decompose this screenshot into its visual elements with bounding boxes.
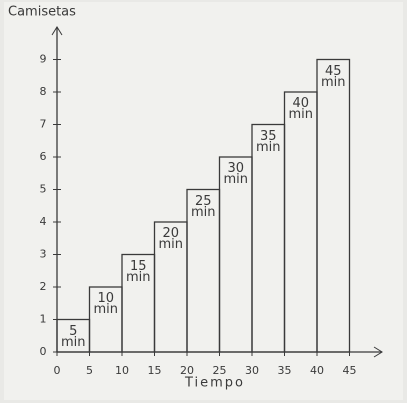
y-tick-label: 4 bbox=[40, 215, 47, 228]
x-arrow bbox=[373, 346, 383, 358]
y-tick-label: 6 bbox=[40, 150, 47, 163]
y-axis-title: Camisetas bbox=[8, 5, 76, 20]
y-arrow bbox=[51, 26, 63, 36]
bar-label: 20 min bbox=[158, 226, 183, 252]
y-tick-label: 2 bbox=[40, 280, 47, 293]
x-tick-label: 15 bbox=[148, 364, 162, 377]
bar-label: 15 min bbox=[125, 258, 151, 285]
bar-label: 30 min bbox=[223, 161, 248, 187]
x-tick-label: 5 bbox=[86, 364, 93, 377]
y-tick-label: 0 bbox=[40, 345, 47, 358]
paper bbox=[4, 2, 403, 400]
y-tick-label: 1 bbox=[40, 313, 47, 326]
bar-label: 25 min bbox=[190, 193, 216, 220]
bar-label: 10 min bbox=[93, 291, 118, 317]
x-tick-label: 30 bbox=[245, 364, 259, 377]
bar-label: 35 min bbox=[255, 128, 281, 155]
y-tick-label: 8 bbox=[40, 85, 47, 98]
bar-label: 40 min bbox=[288, 96, 313, 122]
y-tick-label: 3 bbox=[40, 248, 47, 261]
bar-label: 45 min bbox=[320, 63, 346, 90]
x-tick-label: 45 bbox=[343, 364, 357, 377]
x-tick-label: 0 bbox=[54, 364, 61, 377]
y-tick-label: 7 bbox=[40, 118, 47, 131]
x-axis-title: Tiempo bbox=[184, 376, 245, 391]
x-tick-label: 35 bbox=[278, 364, 292, 377]
bar-label: 5 min bbox=[60, 323, 86, 350]
x-tick-label: 25 bbox=[213, 364, 227, 377]
x-tick-label: 10 bbox=[115, 364, 129, 377]
x-tick-label: 40 bbox=[310, 364, 324, 377]
y-tick-label: 9 bbox=[40, 53, 47, 66]
bar bbox=[316, 58, 351, 353]
x-tick-label: 20 bbox=[180, 364, 194, 377]
y-tick-label: 5 bbox=[40, 183, 47, 196]
